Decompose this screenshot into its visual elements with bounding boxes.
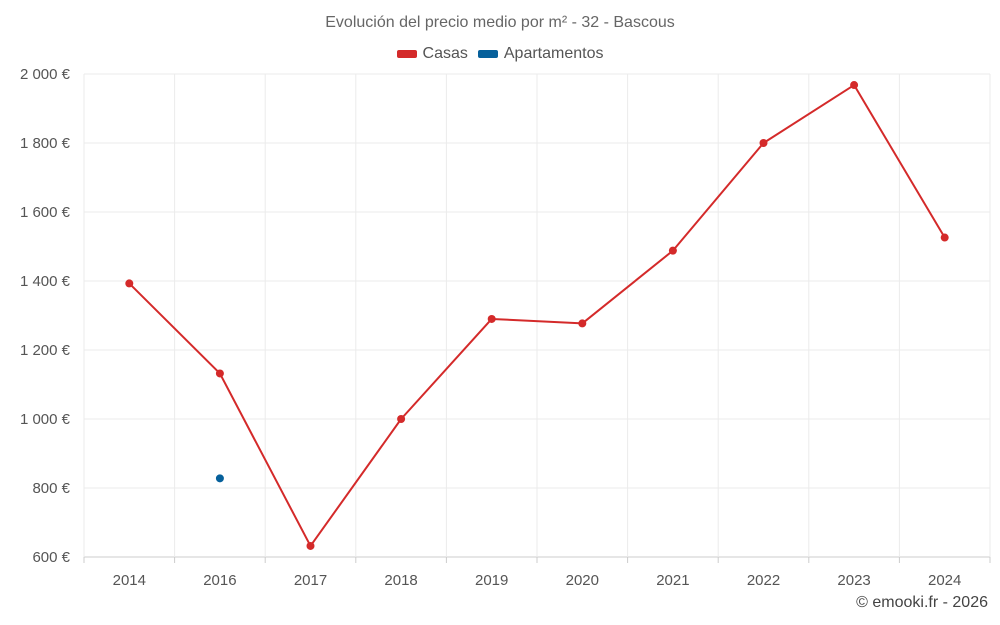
legend-item-casas[interactable]: Casas [396,45,468,63]
data-point-casas [215,369,224,378]
chart-title: Evolución del precio medio por m² - 32 -… [325,14,675,31]
y-tick-label: 1 800 € [20,135,71,152]
x-tick-label: 2016 [203,572,236,589]
data-point-casas [759,139,768,147]
y-tick-label: 1 600 € [20,204,71,221]
data-point-casas [850,81,859,90]
y-tick-label: 600 € [32,549,70,566]
y-tick-label: 2 000 € [20,66,71,83]
x-tick-label: 2024 [928,572,961,589]
legend-label-casas: Casas [422,45,468,62]
y-tick-label: 1 000 € [20,411,71,428]
y-tick-label: 800 € [32,480,70,497]
credit-text: © emooki.fr - 2026 [856,594,988,611]
x-tick-label: 2017 [294,572,327,589]
legend-swatch-apartamentos [477,50,498,58]
legend-swatch-casas [396,50,417,58]
data-point-casas [578,319,587,328]
series-line-casas [128,84,946,547]
x-tick-label: 2020 [566,572,599,589]
x-tick-label: 2022 [747,572,780,589]
data-point-casas [668,246,677,255]
data-point-casas [125,279,134,288]
legend-label-apartamentos: Apartamentos [503,45,604,62]
x-tick-label: 2014 [113,572,146,589]
y-tick-label: 1 200 € [20,342,71,359]
data-point-casas [306,541,315,550]
x-tick-label: 2019 [475,572,508,589]
data-point-apartamentos [215,474,224,483]
data-point-casas [487,314,496,323]
data-point-casas [397,415,406,423]
legend-item-apartamentos[interactable]: Apartamentos [477,45,604,63]
data-point-casas [940,233,949,242]
y-tick-label: 1 400 € [20,273,71,290]
x-tick-label: 2021 [656,572,689,589]
x-tick-label: 2018 [384,572,417,589]
x-tick-label: 2023 [837,572,870,589]
chart-legend: Casas Apartamentos [0,45,1000,63]
